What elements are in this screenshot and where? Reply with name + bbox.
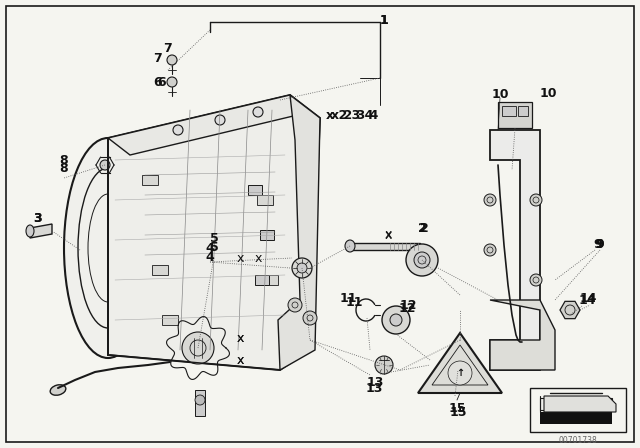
Ellipse shape: [26, 225, 34, 237]
Text: 00701738: 00701738: [559, 435, 597, 444]
Circle shape: [484, 244, 496, 256]
Ellipse shape: [50, 385, 66, 395]
Circle shape: [167, 77, 177, 87]
Circle shape: [390, 314, 402, 326]
Circle shape: [448, 361, 472, 385]
Polygon shape: [540, 398, 612, 410]
Text: x: x: [384, 228, 392, 241]
Text: 13: 13: [366, 375, 384, 388]
Text: x: x: [384, 228, 392, 241]
Polygon shape: [30, 224, 52, 238]
Circle shape: [382, 306, 410, 334]
Text: 15: 15: [448, 401, 466, 414]
Text: 12: 12: [398, 302, 416, 314]
Circle shape: [195, 395, 205, 405]
Circle shape: [484, 194, 496, 206]
Bar: [518, 106, 528, 116]
Circle shape: [100, 160, 110, 170]
Polygon shape: [560, 302, 580, 319]
Text: 14: 14: [579, 292, 596, 305]
Bar: [255, 275, 269, 285]
Text: 12: 12: [399, 298, 417, 311]
Polygon shape: [540, 412, 612, 424]
Text: 6: 6: [157, 76, 166, 89]
Circle shape: [530, 194, 542, 206]
Circle shape: [303, 311, 317, 325]
Circle shape: [292, 258, 312, 278]
Text: x 2 3 4: x 2 3 4: [332, 108, 379, 121]
Text: 11: 11: [339, 292, 356, 305]
Text: x: x: [236, 332, 244, 345]
Text: 3: 3: [34, 211, 42, 224]
Text: 2: 2: [420, 221, 428, 234]
Text: 9: 9: [594, 237, 602, 250]
Bar: [142, 175, 158, 185]
Bar: [195, 390, 205, 416]
Bar: [162, 315, 178, 325]
Circle shape: [375, 356, 393, 374]
Text: 9: 9: [596, 237, 604, 250]
Circle shape: [297, 263, 307, 273]
Bar: [530, 388, 626, 432]
Text: x: x: [236, 353, 244, 366]
Polygon shape: [490, 130, 540, 370]
Bar: [152, 265, 168, 275]
Text: ↑: ↑: [456, 368, 464, 378]
Text: 3: 3: [34, 211, 42, 224]
Text: 8: 8: [60, 154, 68, 167]
Text: 1: 1: [380, 13, 388, 26]
Polygon shape: [108, 95, 310, 155]
Bar: [248, 185, 262, 195]
Text: 10: 10: [540, 86, 557, 99]
Polygon shape: [108, 95, 320, 370]
Text: 5: 5: [210, 241, 218, 254]
Text: x: x: [236, 332, 244, 345]
Text: 7: 7: [164, 42, 172, 55]
Polygon shape: [350, 243, 420, 250]
Polygon shape: [490, 300, 555, 370]
Text: 13: 13: [365, 382, 383, 395]
Circle shape: [288, 298, 302, 312]
Text: 6: 6: [154, 76, 163, 89]
Text: 1: 1: [380, 13, 388, 26]
Circle shape: [530, 274, 542, 286]
Text: 7: 7: [154, 52, 163, 65]
Text: x 2 3 4: x 2 3 4: [326, 108, 374, 121]
Circle shape: [253, 107, 263, 117]
Text: x: x: [236, 353, 244, 366]
Bar: [260, 230, 274, 240]
Circle shape: [173, 125, 183, 135]
Polygon shape: [278, 95, 320, 370]
Circle shape: [182, 332, 214, 364]
Circle shape: [167, 55, 177, 65]
Text: x: x: [236, 251, 244, 264]
Text: 2: 2: [418, 221, 426, 234]
Text: 4: 4: [205, 250, 214, 263]
Polygon shape: [544, 396, 616, 412]
Text: 4: 4: [205, 241, 214, 254]
Polygon shape: [418, 333, 502, 393]
Text: 14: 14: [579, 293, 596, 306]
Text: 10: 10: [492, 87, 509, 100]
Polygon shape: [498, 102, 532, 128]
Text: 15: 15: [449, 405, 467, 418]
Bar: [262, 275, 278, 285]
Bar: [257, 195, 273, 205]
Text: 9: 9: [596, 237, 604, 250]
Circle shape: [414, 252, 430, 268]
Ellipse shape: [64, 138, 152, 358]
Text: 11: 11: [345, 296, 363, 309]
Circle shape: [406, 244, 438, 276]
Circle shape: [215, 115, 225, 125]
Bar: [502, 106, 516, 116]
Text: 8: 8: [60, 161, 68, 175]
Text: x: x: [254, 251, 262, 264]
Text: 5: 5: [210, 232, 218, 245]
Ellipse shape: [345, 240, 355, 252]
